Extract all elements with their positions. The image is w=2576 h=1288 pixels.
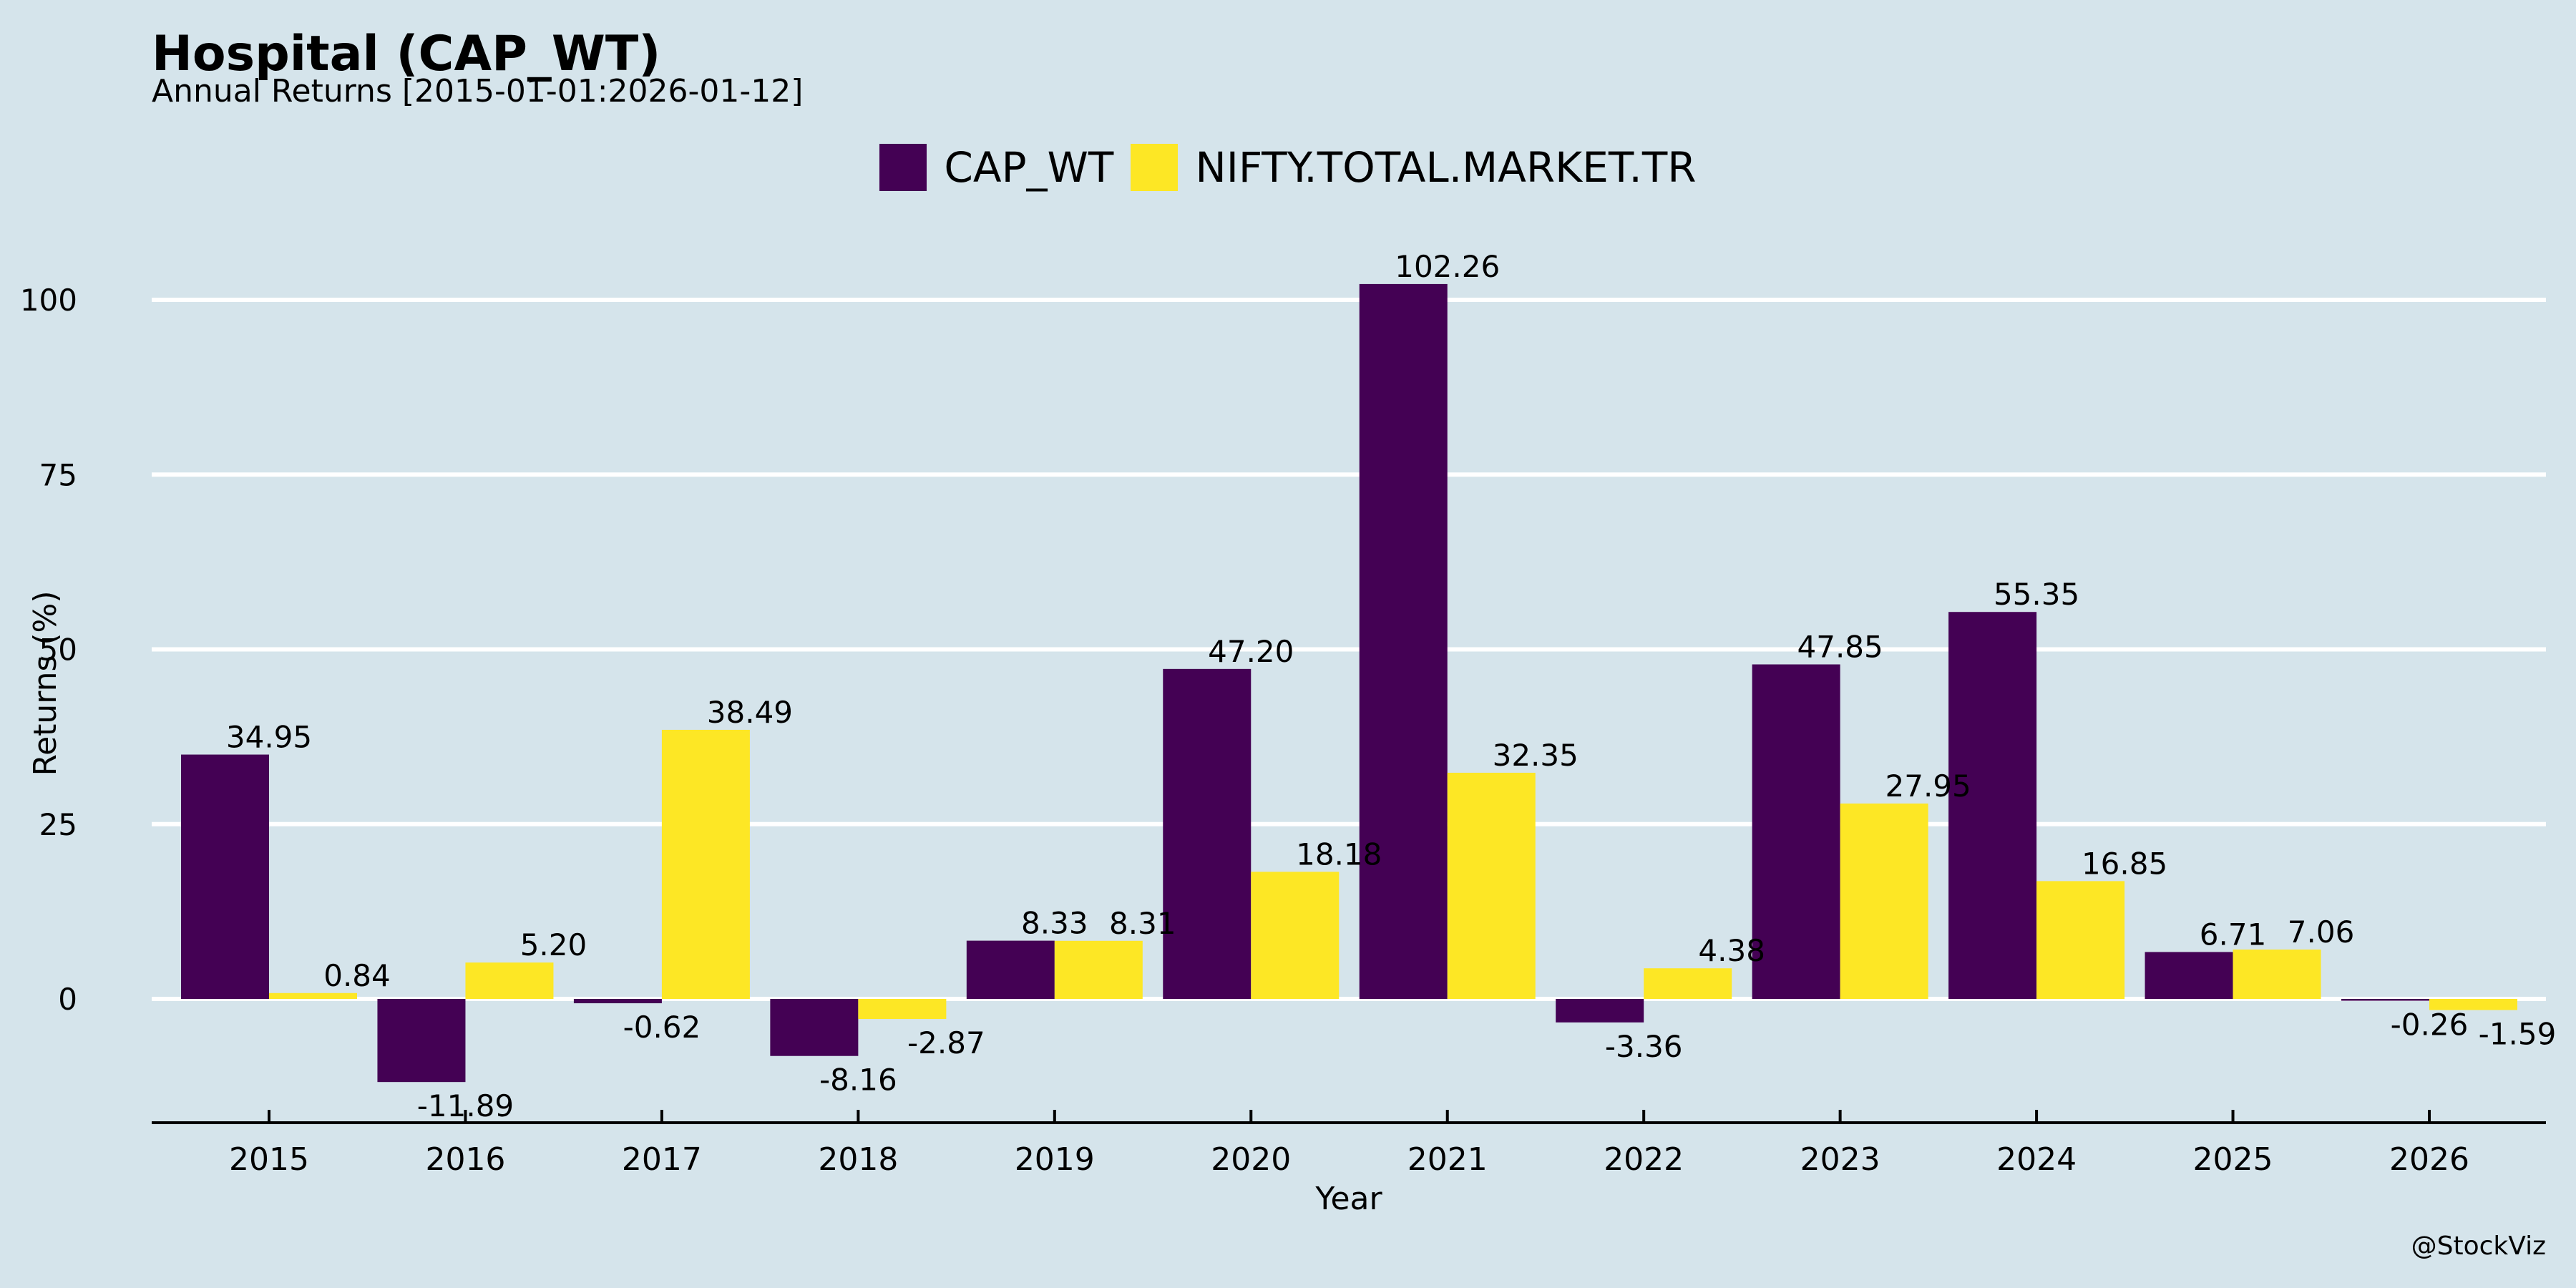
legend-item-cap-wt[interactable]: CAP_WT xyxy=(879,143,1113,192)
data-label: 47.20 xyxy=(1208,634,1294,669)
legend-item-nifty[interactable]: NIFTY.TOTAL.MARKET.TR xyxy=(1131,143,1697,192)
bar-nifty-2020 xyxy=(1251,872,1340,999)
bar-nifty-2018 xyxy=(858,999,947,1020)
legend-swatch-cap-wt xyxy=(879,144,927,191)
bar-cap-wt-2024 xyxy=(1948,612,2037,999)
x-tick-label: 2018 xyxy=(818,1141,898,1178)
bar-nifty-2016 xyxy=(465,962,554,999)
data-label: 47.85 xyxy=(1797,630,1883,665)
bar-nifty-2015 xyxy=(269,992,357,999)
data-label: 18.18 xyxy=(1296,836,1382,872)
bar-cap-wt-2018 xyxy=(770,999,859,1056)
y-tick-label: 75 xyxy=(39,457,77,492)
data-label: 8.33 xyxy=(1021,906,1088,941)
x-tick-label: 2016 xyxy=(425,1141,505,1178)
y-tick-label: 25 xyxy=(39,807,77,842)
x-tick-label: 2024 xyxy=(1996,1141,2077,1178)
bars xyxy=(181,283,2517,1083)
bar-cap-wt-2015 xyxy=(181,754,269,999)
data-label: 38.49 xyxy=(707,695,793,730)
legend-swatch-nifty xyxy=(1131,144,1179,191)
data-label: 16.85 xyxy=(2082,846,2167,881)
data-label: 5.20 xyxy=(520,927,587,962)
bar-cap-wt-2020 xyxy=(1163,668,1252,999)
legend-label-cap-wt: CAP_WT xyxy=(944,143,1114,192)
x-tick-label: 2020 xyxy=(1211,1141,1291,1178)
legend-label-nifty: NIFTY.TOTAL.MARKET.TR xyxy=(1195,143,1697,192)
bar-cap-wt-2022 xyxy=(1556,999,1644,1023)
data-label: -0.26 xyxy=(2391,1008,2469,1043)
bar-cap-wt-2017 xyxy=(573,999,662,1004)
data-label: 55.35 xyxy=(1994,577,2079,612)
x-tick-label: 2019 xyxy=(1015,1141,1095,1178)
x-tick-label: 2021 xyxy=(1407,1141,1488,1178)
x-tick-label: 2017 xyxy=(622,1141,702,1178)
bar-nifty-2025 xyxy=(2233,950,2321,999)
bar-nifty-2023 xyxy=(1840,803,1928,999)
y-tick-label: 50 xyxy=(39,633,77,668)
data-label: 8.31 xyxy=(1109,906,1176,941)
bar-nifty-2026 xyxy=(2429,999,2517,1010)
x-tick-label: 2022 xyxy=(1604,1141,1684,1178)
data-label: 6.71 xyxy=(2200,917,2267,952)
x-tick-label: 2026 xyxy=(2389,1141,2469,1178)
bar-cap-wt-2025 xyxy=(2145,952,2233,999)
y-tick-labels: 0 25 50 75 100 xyxy=(20,283,77,1017)
bar-cap-wt-2019 xyxy=(966,940,1055,999)
data-label: -1.59 xyxy=(2479,1017,2557,1052)
watermark: @StockViz xyxy=(2411,1231,2546,1261)
data-label: 0.84 xyxy=(323,958,391,993)
data-label: -3.36 xyxy=(1605,1029,1683,1064)
data-label: 7.06 xyxy=(2288,914,2355,950)
x-tick-label: 2023 xyxy=(1800,1141,1880,1178)
data-label: -2.87 xyxy=(907,1025,985,1060)
grid-lines xyxy=(152,298,2546,1001)
y-tick-label: 100 xyxy=(20,283,77,318)
chart-title: Hospital (CAP_WT) xyxy=(152,26,661,82)
x-axis: 2015 2016 2017 2018 2019 2020 2021 2022 2023 2024… xyxy=(152,1110,2546,1178)
data-label: 34.95 xyxy=(226,720,312,755)
y-axis-label: Returns (%) xyxy=(27,590,64,776)
bar-cap-wt-2026 xyxy=(2341,999,2429,1001)
bar-cap-wt-2023 xyxy=(1752,664,1840,999)
data-label: 102.26 xyxy=(1395,249,1500,284)
data-label: -0.62 xyxy=(623,1010,701,1045)
bar-nifty-2024 xyxy=(2036,881,2125,999)
x-tick-label: 2015 xyxy=(229,1141,309,1178)
x-axis-label: Year xyxy=(1314,1181,1382,1217)
y-tick-label: 0 xyxy=(58,982,77,1017)
legend: CAP_WT NIFTY.TOTAL.MARKET.TR xyxy=(0,143,2576,192)
data-label: 32.35 xyxy=(1493,738,1579,773)
chart-subtitle: Annual Returns [2015-01-01:2026-01-12] xyxy=(152,73,804,109)
bar-nifty-2021 xyxy=(1447,772,1536,999)
data-label: 4.38 xyxy=(1698,933,1765,968)
bar-cap-wt-2016 xyxy=(377,999,466,1083)
bar-nifty-2022 xyxy=(1644,968,1732,999)
bar-nifty-2017 xyxy=(661,729,750,999)
data-label: -8.16 xyxy=(819,1063,897,1098)
bar-nifty-2019 xyxy=(1054,940,1143,999)
data-labels: 34.95-11.89-0.62-8.168.3347.20102.26-3.3… xyxy=(226,249,2556,1123)
data-label: 27.95 xyxy=(1885,769,1971,804)
bar-cap-wt-2021 xyxy=(1359,283,1448,999)
x-tick-label: 2025 xyxy=(2193,1141,2273,1178)
